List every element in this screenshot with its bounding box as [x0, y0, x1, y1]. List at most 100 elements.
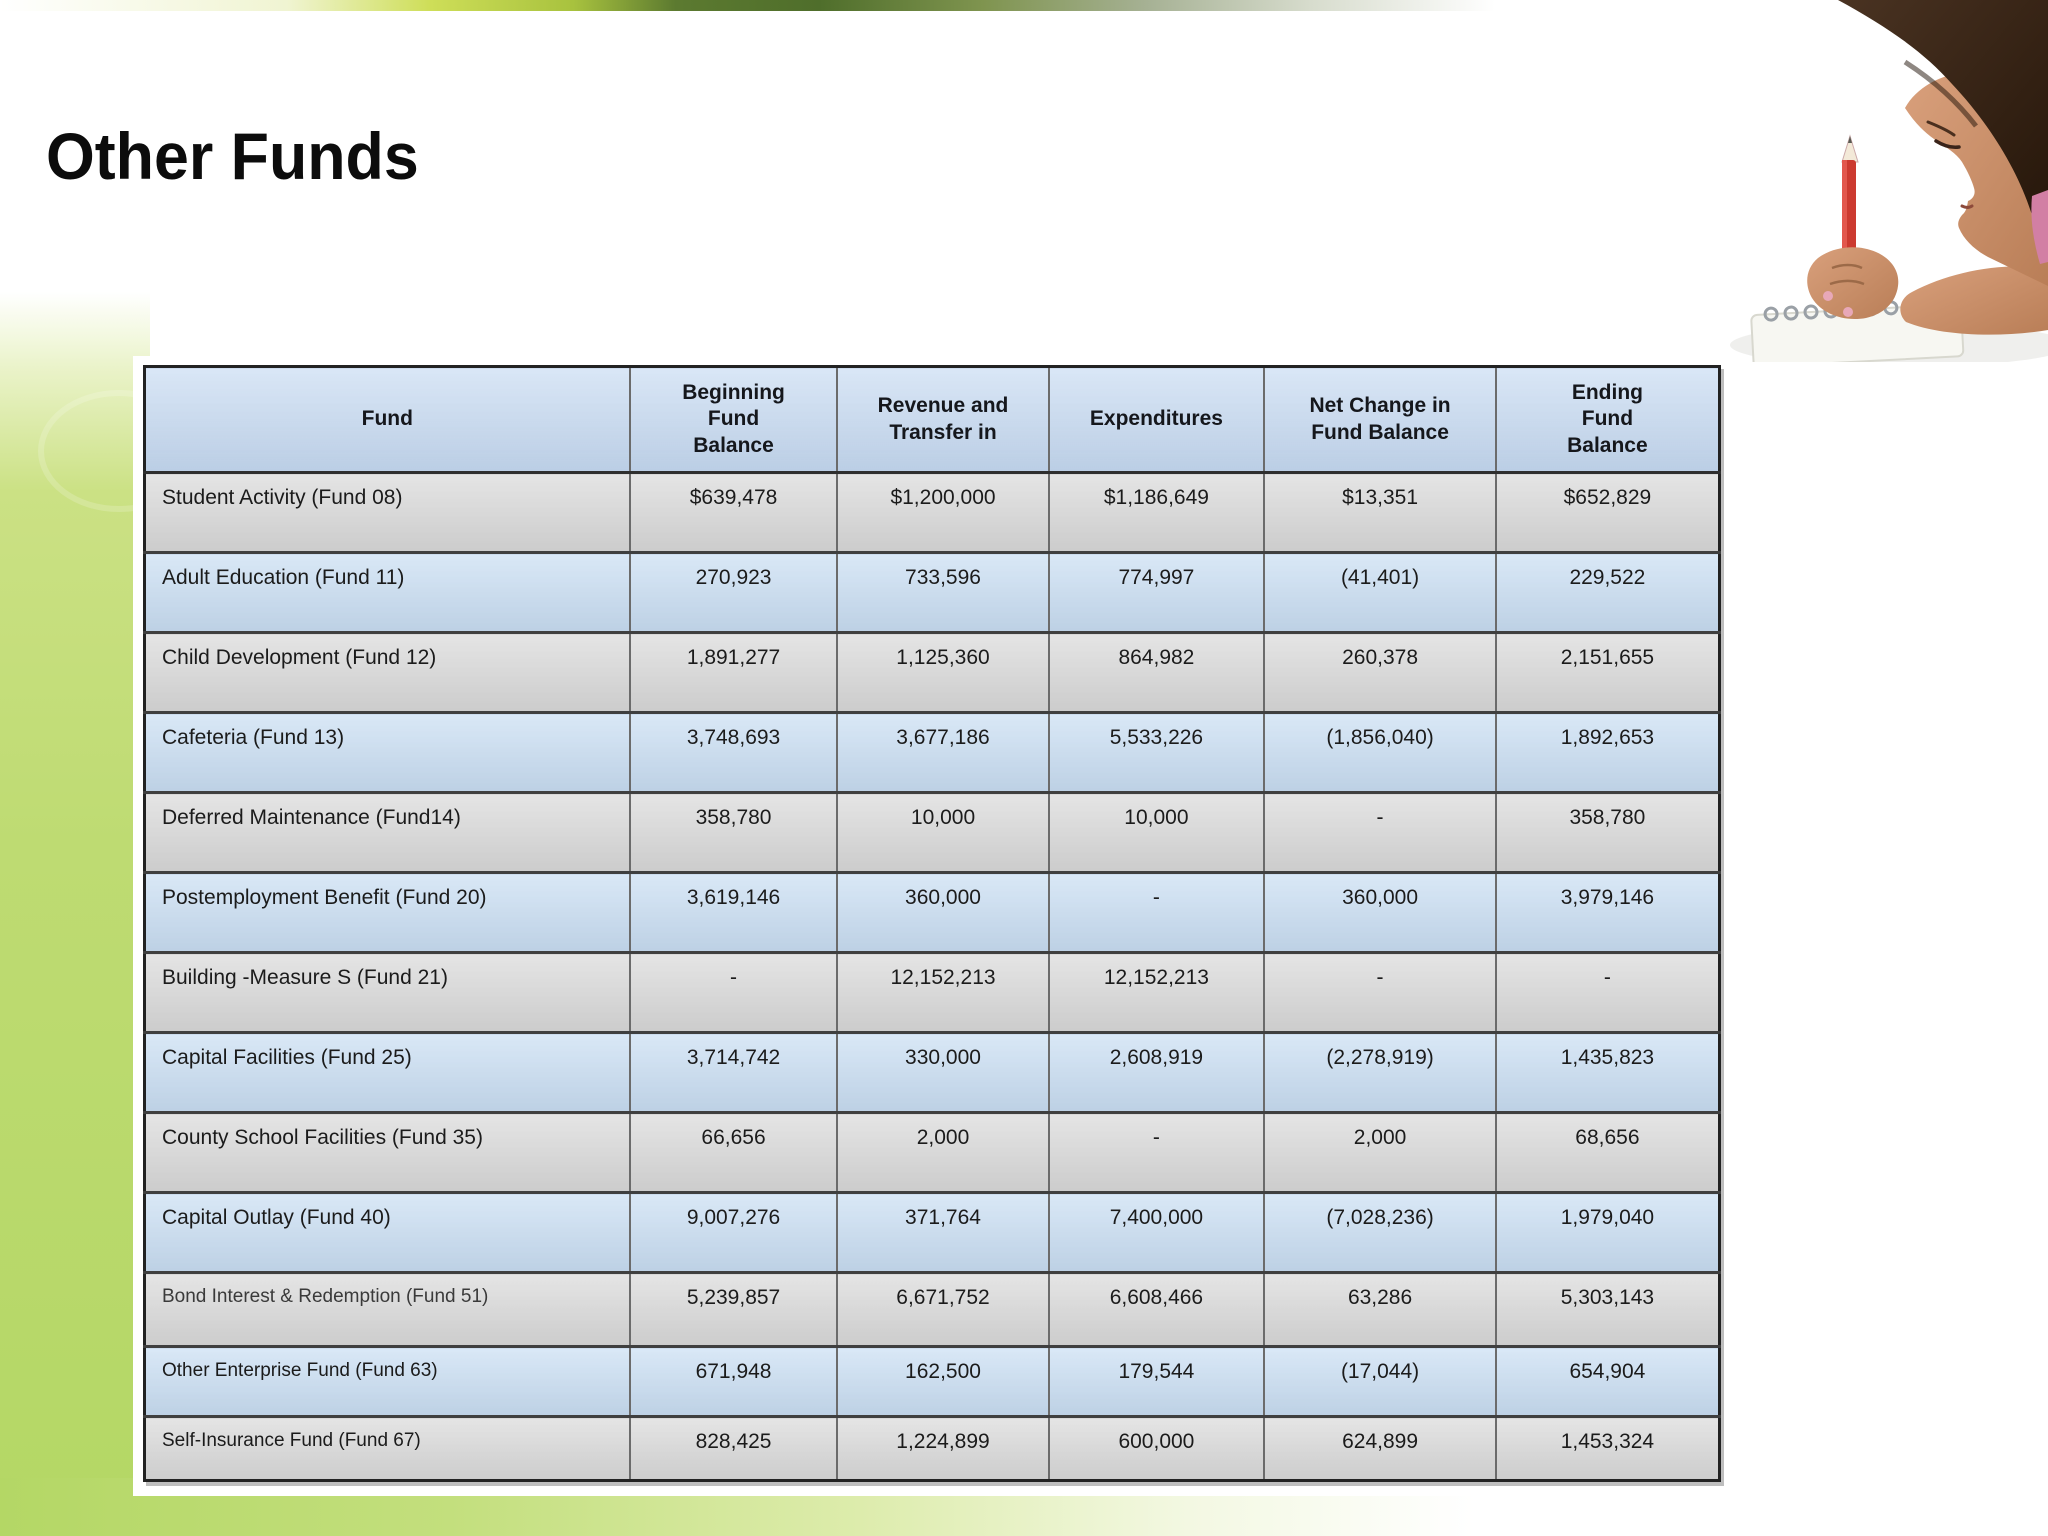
- table-row: Capital Outlay (Fund 40) 9,007,276 371,764…: [144, 1192, 1720, 1274]
- value-cell: 6,671,752: [837, 1272, 1050, 1348]
- table-row: Child Development (Fund 12) 1,891,277 1,12…: [144, 632, 1720, 714]
- header-row: Fund Beginning Fund Balance Revenue and …: [144, 366, 1720, 474]
- fund-name-cell: Child Development (Fund 12): [144, 632, 631, 714]
- value-cell: 358,780: [629, 792, 839, 874]
- value-cell: (7,028,236): [1264, 1192, 1497, 1274]
- column-header-net-change-in-fund-balance: Net Change in Fund Balance: [1264, 366, 1497, 474]
- table-row: Postemployment Benefit (Fund 20) 3,619,14…: [144, 872, 1720, 954]
- fund-name-cell: Other Enterprise Fund (Fund 63): [144, 1346, 631, 1418]
- value-cell: $652,829: [1495, 472, 1720, 554]
- value-cell: 3,677,186: [837, 712, 1050, 794]
- value-cell: 828,425: [629, 1416, 839, 1481]
- fund-name-cell: Building -Measure S (Fund 21): [144, 952, 631, 1034]
- value-cell: $13,351: [1264, 472, 1497, 554]
- value-cell: 260,378: [1264, 632, 1497, 714]
- value-cell: 1,224,899: [837, 1416, 1050, 1481]
- value-cell: $1,200,000: [837, 472, 1050, 554]
- table-row: Self-Insurance Fund (Fund 67) 828,425 1,22…: [144, 1416, 1720, 1481]
- value-cell: 9,007,276: [629, 1192, 839, 1274]
- table-row: County School Facilities (Fund 35) 66,656…: [144, 1112, 1720, 1194]
- value-cell: -: [1495, 952, 1720, 1034]
- value-cell: 68,656: [1495, 1112, 1720, 1194]
- fund-name-cell: Capital Outlay (Fund 40): [144, 1192, 631, 1274]
- fund-name-cell: Adult Education (Fund 11): [144, 552, 631, 634]
- table-row: Building -Measure S (Fund 21) -12,152,213…: [144, 952, 1720, 1034]
- decorative-top-bar: [0, 0, 2048, 11]
- table-row: Other Enterprise Fund (Fund 63) 671,948 16…: [144, 1346, 1720, 1418]
- fund-name-cell: Self-Insurance Fund (Fund 67): [144, 1416, 631, 1481]
- value-cell: 162,500: [837, 1346, 1050, 1418]
- value-cell: 2,151,655: [1495, 632, 1720, 714]
- column-header-ending-fund-balance: Ending Fund Balance: [1495, 366, 1720, 474]
- value-cell: 733,596: [837, 552, 1050, 634]
- column-header-beginning-fund-balance: Beginning Fund Balance: [629, 366, 839, 474]
- value-cell: 360,000: [1264, 872, 1497, 954]
- table-row: Deferred Maintenance (Fund14) 358,780 10,0…: [144, 792, 1720, 874]
- value-cell: 10,000: [1048, 792, 1266, 874]
- table-row: Cafeteria (Fund 13) 3,748,693 3,677,186 5,5…: [144, 712, 1720, 794]
- value-cell: 1,453,324: [1495, 1416, 1720, 1481]
- green-left-band: [0, 0, 150, 1536]
- fund-name-cell: Postemployment Benefit (Fund 20): [144, 872, 631, 954]
- value-cell: 2,608,919: [1048, 1032, 1266, 1114]
- table-row: Student Activity (Fund 08) $639,478 $1,200…: [144, 472, 1720, 554]
- value-cell: 3,979,146: [1495, 872, 1720, 954]
- value-cell: 12,152,213: [1048, 952, 1266, 1034]
- value-cell: 6,608,466: [1048, 1272, 1266, 1348]
- value-cell: 3,619,146: [629, 872, 839, 954]
- red-pencil: [1841, 134, 1859, 270]
- value-cell: $1,186,649: [1048, 472, 1266, 554]
- value-cell: (17,044): [1264, 1346, 1497, 1418]
- fund-name-cell: Cafeteria (Fund 13): [144, 712, 631, 794]
- value-cell: 358,780: [1495, 792, 1720, 874]
- value-cell: 12,152,213: [837, 952, 1050, 1034]
- fund-name-cell: Student Activity (Fund 08): [144, 472, 631, 554]
- fund-name-cell: County School Facilities (Fund 35): [144, 1112, 631, 1194]
- value-cell: -: [1048, 872, 1266, 954]
- value-cell: 1,979,040: [1495, 1192, 1720, 1274]
- value-cell: (41,401): [1264, 552, 1497, 634]
- table-row: Adult Education (Fund 11) 270,923 733,596 7…: [144, 552, 1720, 634]
- column-header-expenditures: Expenditures: [1048, 366, 1266, 474]
- table-panel: Fund Beginning Fund Balance Revenue and …: [133, 356, 1731, 1496]
- fund-name-cell: Capital Facilities (Fund 25): [144, 1032, 631, 1114]
- value-cell: 66,656: [629, 1112, 839, 1194]
- value-cell: 671,948: [629, 1346, 839, 1418]
- column-header-fund: Fund: [144, 366, 631, 474]
- value-cell: 7,400,000: [1048, 1192, 1266, 1274]
- value-cell: 229,522: [1495, 552, 1720, 634]
- value-cell: 1,125,360: [837, 632, 1050, 714]
- value-cell: 3,714,742: [629, 1032, 839, 1114]
- value-cell: 1,892,653: [1495, 712, 1720, 794]
- value-cell: 3,748,693: [629, 712, 839, 794]
- value-cell: 10,000: [837, 792, 1050, 874]
- value-cell: 179,544: [1048, 1346, 1266, 1418]
- value-cell: 2,000: [837, 1112, 1050, 1194]
- value-cell: -: [629, 952, 839, 1034]
- value-cell: 5,533,226: [1048, 712, 1266, 794]
- value-cell: $639,478: [629, 472, 839, 554]
- value-cell: 270,923: [629, 552, 839, 634]
- value-cell: 63,286: [1264, 1272, 1497, 1348]
- value-cell: 360,000: [837, 872, 1050, 954]
- value-cell: 2,000: [1264, 1112, 1497, 1194]
- slide-title: Other Funds: [46, 119, 419, 193]
- value-cell: 624,899: [1264, 1416, 1497, 1481]
- child-writing-photo: [1730, 0, 2048, 362]
- value-cell: 5,303,143: [1495, 1272, 1720, 1348]
- value-cell: -: [1264, 952, 1497, 1034]
- value-cell: 1,891,277: [629, 632, 839, 714]
- value-cell: (1,856,040): [1264, 712, 1497, 794]
- fund-name-cell: Deferred Maintenance (Fund14): [144, 792, 631, 874]
- fund-table-body: Student Activity (Fund 08) $639,478 $1,200…: [144, 472, 1720, 1481]
- table-row: Bond Interest & Redemption (Fund 51) 5,23…: [144, 1272, 1720, 1348]
- value-cell: (2,278,919): [1264, 1032, 1497, 1114]
- value-cell: 864,982: [1048, 632, 1266, 714]
- value-cell: 654,904: [1495, 1346, 1720, 1418]
- table-row: Capital Facilities (Fund 25) 3,714,742 330…: [144, 1032, 1720, 1114]
- other-funds-table: Fund Beginning Fund Balance Revenue and …: [143, 365, 1721, 1482]
- value-cell: 5,239,857: [629, 1272, 839, 1348]
- value-cell: 600,000: [1048, 1416, 1266, 1481]
- value-cell: 774,997: [1048, 552, 1266, 634]
- value-cell: -: [1264, 792, 1497, 874]
